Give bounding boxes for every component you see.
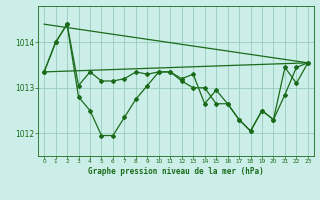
X-axis label: Graphe pression niveau de la mer (hPa): Graphe pression niveau de la mer (hPa) xyxy=(88,167,264,176)
